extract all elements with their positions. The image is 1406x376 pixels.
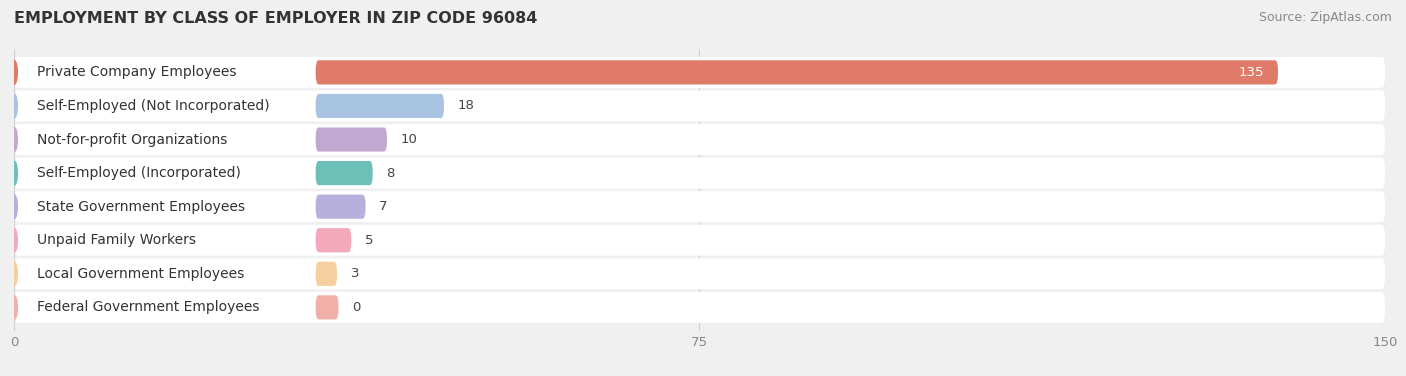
- FancyBboxPatch shape: [14, 57, 1385, 88]
- FancyBboxPatch shape: [316, 295, 339, 320]
- Text: Local Government Employees: Local Government Employees: [37, 267, 245, 281]
- FancyBboxPatch shape: [316, 60, 1278, 85]
- Text: 7: 7: [380, 200, 388, 213]
- Text: 18: 18: [458, 99, 475, 112]
- Text: Private Company Employees: Private Company Employees: [37, 65, 236, 79]
- FancyBboxPatch shape: [316, 127, 387, 152]
- Text: 8: 8: [387, 167, 395, 180]
- FancyBboxPatch shape: [316, 262, 337, 286]
- Circle shape: [11, 262, 17, 286]
- Text: 135: 135: [1239, 66, 1264, 79]
- Circle shape: [11, 127, 17, 152]
- FancyBboxPatch shape: [316, 161, 373, 185]
- Text: 3: 3: [350, 267, 360, 280]
- FancyBboxPatch shape: [316, 228, 352, 252]
- Circle shape: [11, 94, 17, 118]
- Text: EMPLOYMENT BY CLASS OF EMPLOYER IN ZIP CODE 96084: EMPLOYMENT BY CLASS OF EMPLOYER IN ZIP C…: [14, 11, 537, 26]
- FancyBboxPatch shape: [14, 91, 1385, 121]
- FancyBboxPatch shape: [14, 191, 1385, 222]
- Text: 10: 10: [401, 133, 418, 146]
- FancyBboxPatch shape: [14, 292, 1385, 323]
- FancyBboxPatch shape: [316, 94, 444, 118]
- Text: State Government Employees: State Government Employees: [37, 200, 245, 214]
- FancyBboxPatch shape: [14, 158, 1385, 188]
- FancyBboxPatch shape: [316, 195, 366, 219]
- Circle shape: [11, 195, 17, 219]
- Text: Not-for-profit Organizations: Not-for-profit Organizations: [37, 132, 228, 147]
- Text: Self-Employed (Not Incorporated): Self-Employed (Not Incorporated): [37, 99, 270, 113]
- Circle shape: [11, 228, 17, 252]
- Text: 0: 0: [353, 301, 360, 314]
- FancyBboxPatch shape: [14, 258, 1385, 289]
- FancyBboxPatch shape: [14, 124, 1385, 155]
- Text: 5: 5: [366, 234, 374, 247]
- Text: Self-Employed (Incorporated): Self-Employed (Incorporated): [37, 166, 240, 180]
- FancyBboxPatch shape: [14, 225, 1385, 256]
- Text: Unpaid Family Workers: Unpaid Family Workers: [37, 233, 195, 247]
- Circle shape: [11, 161, 17, 185]
- Circle shape: [11, 60, 17, 85]
- Circle shape: [11, 295, 17, 320]
- Text: Federal Government Employees: Federal Government Employees: [37, 300, 260, 314]
- Text: Source: ZipAtlas.com: Source: ZipAtlas.com: [1258, 11, 1392, 24]
